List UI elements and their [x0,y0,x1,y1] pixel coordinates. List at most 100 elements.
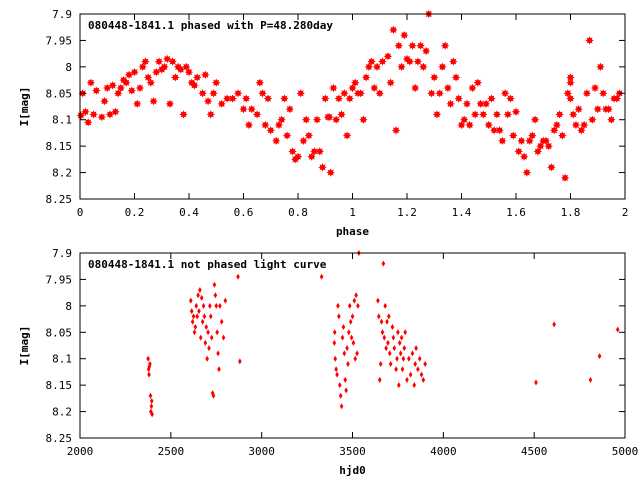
data-point [438,62,447,72]
data-point [111,107,120,116]
data-point [335,371,339,378]
data-point [333,355,338,362]
data-point [560,173,570,183]
data-point [382,334,387,341]
data-point [421,46,431,56]
data-point [585,36,594,45]
data-point [105,110,115,119]
data-point [566,78,575,87]
data-point [389,25,398,35]
data-point [350,313,355,320]
data-point [377,376,382,383]
data-point [401,355,406,362]
data-point [400,366,405,373]
data-point [457,120,466,130]
data-point [200,318,205,325]
y-tick-label: 7.9 [52,8,72,21]
data-point [377,313,381,320]
data-point [152,67,161,77]
data-point [348,83,357,93]
data-point [274,120,284,130]
data-point [261,120,270,130]
data-point [522,168,532,177]
data-point [217,366,221,373]
x-tick-label: 4500 [521,445,548,458]
data-point [285,104,295,114]
data-point [391,126,401,135]
data-point [558,131,567,140]
data-point [410,83,420,93]
data-point [124,70,134,79]
data-point [331,115,341,124]
plot-frame [79,13,626,200]
x-tick-label: 4000 [430,445,457,458]
data-point [344,387,348,394]
y-tick-label: 8.2 [52,406,72,419]
data-point [348,318,353,325]
data-point [352,297,357,304]
data-point [168,57,177,66]
data-point [514,147,523,156]
data-point [390,324,395,330]
data-point [184,67,194,77]
data-point [258,89,267,98]
data-point [336,302,340,309]
data-point [351,78,360,87]
data-point [209,334,214,341]
data-point [293,152,303,161]
data-point [334,366,338,373]
data-point [417,355,422,362]
data-point [312,115,322,124]
y-tick-label: 8.1 [52,353,72,366]
data-point [147,371,151,378]
data-point [209,89,218,98]
data-point [590,83,600,93]
data-point [536,141,545,151]
data-point [383,52,393,61]
data-point [500,89,510,98]
y-tick-label: 8 [65,300,72,313]
data-point [400,30,409,40]
data-point [100,97,109,106]
data-point [419,371,424,378]
x-tick-label: 1.4 [452,206,472,219]
data-point [339,403,344,410]
data-point [83,118,93,127]
data-point [479,110,488,119]
data-point [89,110,98,119]
data-point [223,297,228,304]
y-tick-label: 8.1 [52,114,72,127]
y-tick-label: 7.95 [46,34,73,47]
data-point [421,376,426,383]
data-point [541,136,551,146]
data-point [198,89,207,98]
data-point [397,62,406,72]
data-point [593,104,602,114]
data-point [228,94,237,103]
data-point [247,104,256,114]
y-tick-label: 8.25 [46,432,73,445]
data-point [216,350,220,357]
data-point [163,54,172,64]
data-point [599,89,608,98]
data-point [353,355,358,362]
data-point [349,334,354,341]
data-point [189,308,194,315]
data-point [203,339,208,346]
data-point [149,398,154,404]
data-point [385,318,389,325]
data-point [481,99,491,109]
data-point [301,115,311,124]
data-point [86,78,96,87]
data-point [359,115,368,124]
data-point [304,131,314,140]
data-point [280,94,289,103]
data-point [528,131,537,140]
x-tick-label: 5000 [612,445,639,458]
data-point [191,313,196,320]
data-point [498,136,507,146]
data-point [334,94,344,103]
data-point [219,318,224,325]
x-tick-label: 2000 [67,445,94,458]
data-point [487,94,496,103]
